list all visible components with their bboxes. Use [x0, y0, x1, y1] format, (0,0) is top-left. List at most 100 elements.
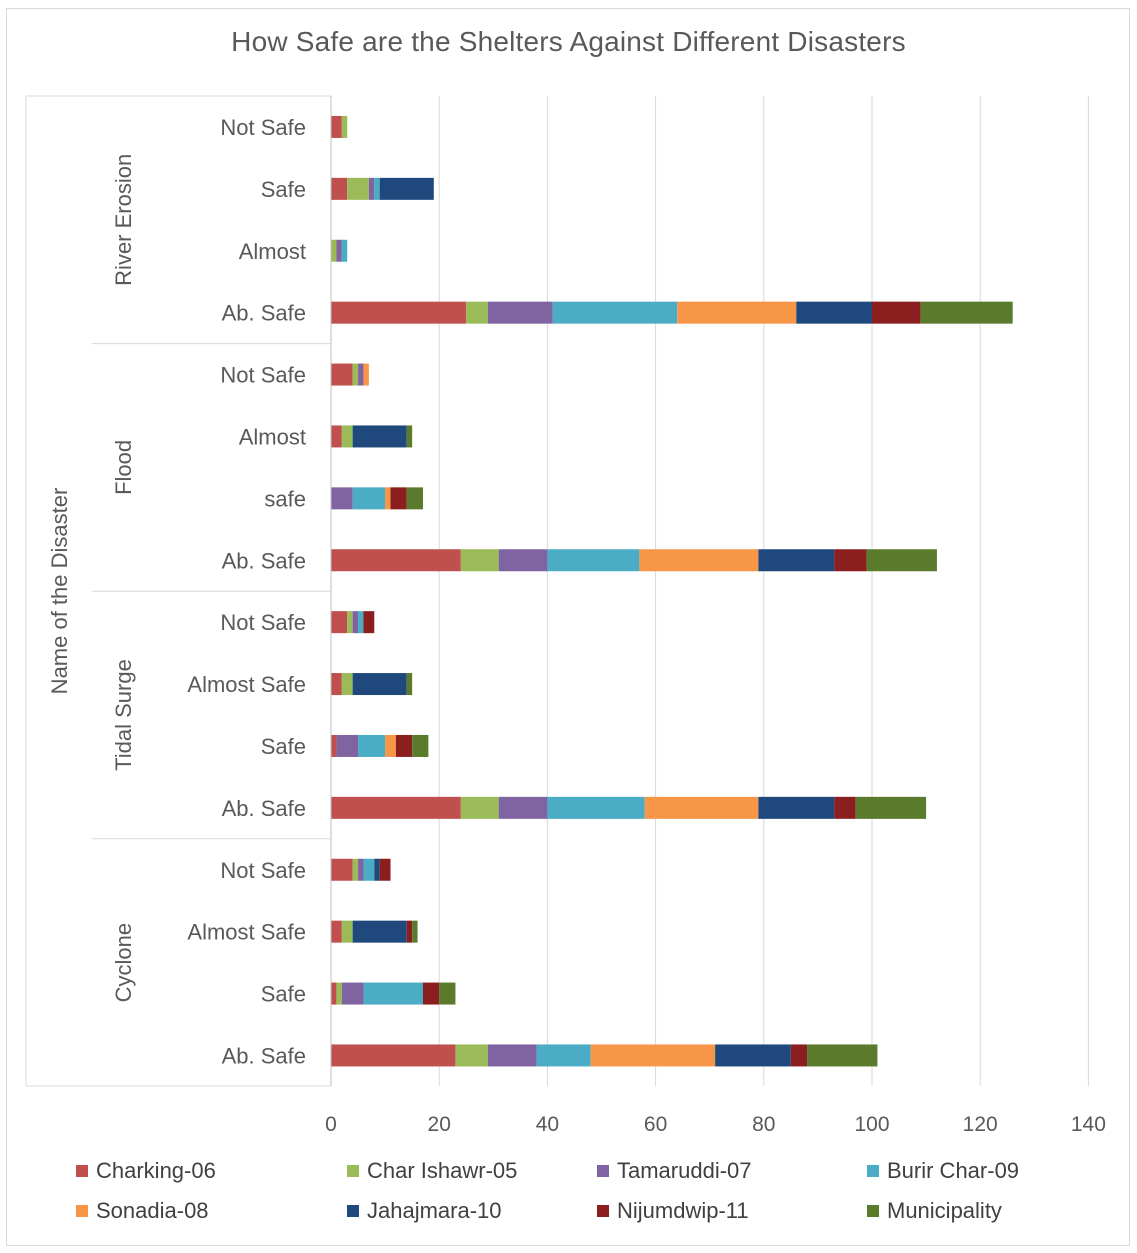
legend-swatch [867, 1205, 879, 1217]
bar-segment-municipality [412, 920, 418, 943]
bar-segment-tamaruddi-07 [487, 1044, 537, 1067]
bar-segment-charking-06 [331, 115, 342, 138]
bar-segment-char-ishawr-05 [352, 858, 359, 881]
bar-segment-municipality [920, 301, 1013, 324]
bar-segment-charking-06 [331, 982, 337, 1005]
category-label: Safe [261, 734, 306, 759]
bar-segment-tamaruddi-07 [358, 363, 364, 386]
bar-segment-jahajmara-10 [352, 920, 407, 943]
category-label: Ab. Safe [222, 796, 306, 821]
bar-segment-charking-06 [331, 363, 353, 386]
legend-swatch [347, 1205, 359, 1217]
bar-segment-sonadia-08 [639, 549, 759, 572]
x-tick-label: 40 [536, 1113, 559, 1136]
x-tick-label: 80 [752, 1113, 775, 1136]
group-label: Tidal Surge [111, 659, 136, 771]
bar-segment-jahajmara-10 [796, 301, 872, 324]
x-tick-label: 100 [854, 1113, 889, 1136]
bar-segment-municipality [807, 1044, 878, 1067]
bar-segment-tamaruddi-07 [341, 982, 364, 1005]
bar-segment-burir-char-09 [547, 796, 645, 819]
bar-segment-municipality [406, 425, 413, 448]
bar-segment-burir-char-09 [358, 734, 386, 757]
legend: Charking-06 Char Ishawr-05 Tamaruddi-07 Bur… [76, 1158, 1076, 1224]
bar-segment-sonadia-08 [385, 734, 396, 757]
category-label: Safe [261, 982, 306, 1007]
bar-segment-charking-06 [331, 425, 342, 448]
bar-segment-charking-06 [331, 858, 353, 881]
bar-segment-municipality [866, 549, 937, 572]
bar-segment-tamaruddi-07 [368, 177, 375, 200]
bar-segment-nijumdwip-11 [379, 858, 391, 881]
plot-area: 0 20 40 60 80 100 120 140 Not Safe Safe Almost Ab. … [25, 95, 1106, 1136]
bar-segment-burir-char-09 [374, 177, 380, 200]
legend-item: Charking-06 [76, 1158, 347, 1184]
bar-segment-charking-06 [331, 734, 337, 757]
bar-segment-municipality [855, 796, 927, 819]
legend-item: Municipality [867, 1198, 1067, 1224]
bar-segment-tamaruddi-07 [487, 301, 553, 324]
x-tick-label: 20 [428, 1113, 451, 1136]
bar-segment-char-ishawr-05 [347, 611, 353, 634]
bar-segment-nijumdwip-11 [834, 549, 867, 572]
bar-segment-sonadia-08 [385, 487, 391, 510]
category-label: Not Safe [220, 858, 306, 883]
category-label: Almost Safe [187, 920, 306, 945]
category-label: Almost [239, 424, 306, 449]
category-label: Not Safe [220, 610, 306, 635]
bar-segment-nijumdwip-11 [834, 796, 856, 819]
bar-segment-sonadia-08 [590, 1044, 716, 1067]
x-tick-label: 60 [644, 1113, 667, 1136]
bar-segment-charking-06 [331, 301, 467, 324]
bar-segment-tamaruddi-07 [336, 239, 342, 262]
legend-item: Jahajmara-10 [347, 1198, 597, 1224]
group-label: Cyclone [111, 923, 136, 1002]
bar-segment-char-ishawr-05 [341, 425, 353, 448]
bar-segment-char-ishawr-05 [331, 239, 337, 262]
legend-swatch [76, 1165, 88, 1177]
legend-label: Char Ishawr-05 [367, 1158, 518, 1183]
bar-segment-jahajmara-10 [374, 858, 380, 881]
bar-segment-char-ishawr-05 [341, 920, 353, 943]
bar-segment-tamaruddi-07 [498, 549, 548, 572]
category-label: Almost Safe [187, 672, 306, 697]
legend-item: Tamaruddi-07 [597, 1158, 867, 1184]
legend-swatch [76, 1205, 88, 1217]
legend-label: Burir Char-09 [887, 1158, 1020, 1183]
bar-segment-sonadia-08 [677, 301, 797, 324]
bar-segment-burir-char-09 [358, 611, 364, 634]
bar-segment-nijumdwip-11 [395, 734, 413, 757]
bar-segment-tamaruddi-07 [498, 796, 548, 819]
category-label: Almost [239, 239, 306, 264]
bar-segment-charking-06 [331, 673, 342, 696]
bar-segment-char-ishawr-05 [460, 796, 499, 819]
bar-segment-char-ishawr-05 [347, 177, 369, 200]
legend-label: Sonadia-08 [96, 1198, 209, 1223]
bar-segment-jahajmara-10 [379, 177, 434, 200]
bar-segment-charking-06 [331, 549, 461, 572]
legend-swatch [597, 1165, 609, 1177]
category-label: safe [264, 486, 306, 511]
y-axis-title: Name of the Disaster [47, 488, 72, 695]
bar-segment-sonadia-08 [363, 363, 369, 386]
category-label: Safe [261, 177, 306, 202]
bar-segment-char-ishawr-05 [352, 363, 359, 386]
bar-segment-burir-char-09 [552, 301, 678, 324]
legend-label: Charking-06 [96, 1158, 216, 1183]
category-label: Ab. Safe [222, 301, 306, 326]
legend-item: Sonadia-08 [76, 1198, 347, 1224]
x-tick-label: 0 [325, 1113, 337, 1136]
bar-segment-charking-06 [331, 920, 342, 943]
bar-segment-char-ishawr-05 [460, 549, 499, 572]
category-label: Ab. Safe [222, 548, 306, 573]
bar-segment-burir-char-09 [363, 858, 375, 881]
bar-segment-jahajmara-10 [758, 796, 835, 819]
x-tick-label: 120 [963, 1113, 998, 1136]
group-label: Flood [111, 440, 136, 495]
bar-segment-municipality [412, 734, 429, 757]
bar-segment-sonadia-08 [644, 796, 759, 819]
bar-segment-nijumdwip-11 [406, 920, 413, 943]
bar-segment-jahajmara-10 [352, 425, 407, 448]
bar-segment-char-ishawr-05 [466, 301, 488, 324]
